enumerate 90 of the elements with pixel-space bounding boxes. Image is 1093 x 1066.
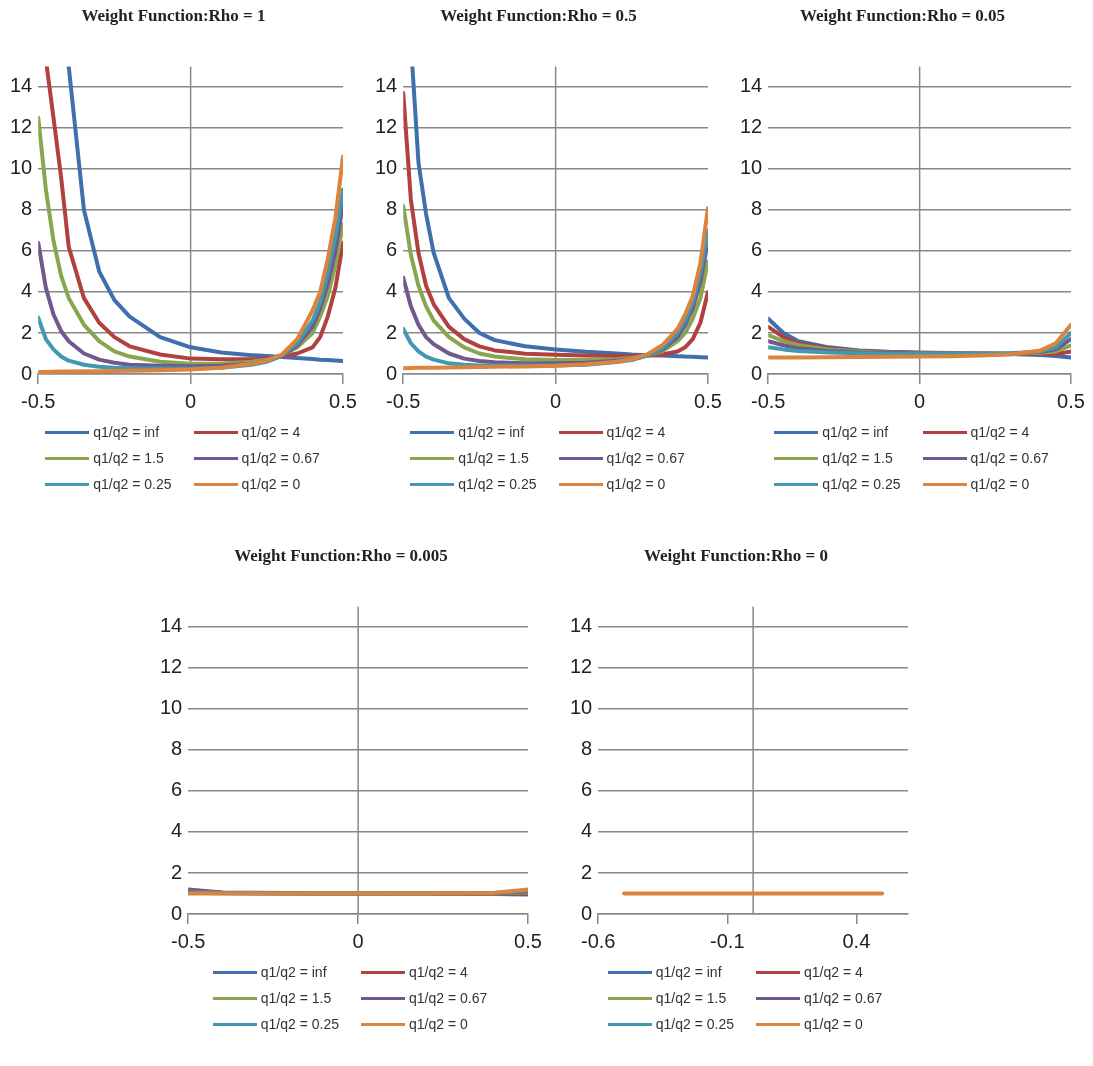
y-tick-label: 0 [581, 901, 593, 924]
y-tick-label: 2 [751, 320, 763, 343]
legend-label: q1/q2 = 0.67 [970, 450, 1049, 466]
y-tick-label: 0 [751, 361, 763, 384]
legend-label: q1/q2 = 0 [409, 1016, 468, 1032]
x-tick-label: 0 [352, 929, 364, 952]
chart-title: Weight Function:Rho = 1 [81, 5, 266, 25]
y-tick-label: 6 [751, 238, 763, 261]
legend-label: q1/q2 = 0 [606, 476, 666, 492]
y-tick-label: 2 [21, 320, 33, 343]
y-tick-label: 14 [570, 614, 593, 637]
y-tick-label: 8 [171, 737, 183, 760]
legend-label: q1/q2 = inf [822, 424, 889, 440]
chart-title: Weight Function:Rho = 0.05 [799, 5, 1006, 25]
legend-label: q1/q2 = 0.25 [260, 1016, 339, 1032]
y-tick-label: 4 [21, 279, 33, 302]
y-tick-label: 2 [581, 860, 593, 883]
x-tick-label: 0.4 [842, 929, 871, 952]
x-tick-label: -0.5 [386, 389, 421, 412]
x-tick-label: -0.5 [171, 929, 206, 952]
y-tick-label: 4 [171, 819, 183, 842]
y-tick-label: 2 [171, 860, 183, 883]
y-tick-label: 12 [10, 115, 33, 138]
y-tick-label: 4 [386, 279, 398, 302]
legend-label: q1/q2 = 0 [970, 476, 1030, 492]
legend-label: q1/q2 = 4 [804, 964, 863, 980]
y-tick-label: 14 [10, 74, 33, 97]
legend-label: q1/q2 = 0.25 [822, 476, 901, 492]
y-tick-label: 14 [740, 74, 763, 97]
y-tick-label: 6 [581, 778, 593, 801]
y-tick-label: 10 [160, 696, 183, 719]
y-tick-label: 10 [570, 696, 593, 719]
y-tick-label: 12 [375, 115, 398, 138]
chart-title: Weight Function:Rho = 0.005 [234, 545, 448, 565]
legend-label: q1/q2 = 1.5 [822, 450, 893, 466]
y-tick-label: 6 [386, 238, 398, 261]
legend-label: q1/q2 = inf [260, 964, 327, 980]
legend-label: q1/q2 = 0.25 [458, 476, 537, 492]
x-tick-label: -0.5 [751, 389, 786, 412]
y-tick-label: 4 [581, 819, 593, 842]
x-tick-label: 0 [550, 389, 562, 412]
x-tick-label: 0.5 [1057, 389, 1085, 412]
y-tick-label: 10 [375, 156, 398, 179]
legend-label: q1/q2 = 0.25 [655, 1016, 734, 1032]
y-tick-label: 8 [751, 197, 763, 220]
x-tick-label: 0.5 [514, 929, 542, 952]
legend-label: q1/q2 = 1.5 [93, 450, 164, 466]
y-tick-label: 12 [570, 655, 593, 678]
y-tick-label: 6 [21, 238, 33, 261]
legend-label: q1/q2 = 0.67 [241, 450, 320, 466]
legend-label: q1/q2 = 1.5 [458, 450, 529, 466]
y-tick-label: 0 [21, 361, 33, 384]
x-tick-label: -0.6 [581, 929, 616, 952]
y-tick-label: 12 [160, 655, 183, 678]
legend-label: q1/q2 = 4 [241, 424, 301, 440]
y-tick-label: 8 [21, 197, 33, 220]
legend-label: q1/q2 = 4 [409, 964, 468, 980]
legend-label: q1/q2 = 0 [241, 476, 301, 492]
x-tick-label: 0.5 [694, 389, 722, 412]
y-tick-label: 12 [740, 115, 763, 138]
x-tick-label: 0.5 [329, 389, 357, 412]
legend-label: q1/q2 = 4 [606, 424, 666, 440]
x-tick-label: -0.1 [710, 929, 745, 952]
legend-label: q1/q2 = 0.67 [606, 450, 685, 466]
y-tick-label: 4 [751, 279, 763, 302]
x-tick-label: 0 [914, 389, 926, 412]
y-tick-label: 10 [10, 156, 33, 179]
y-tick-label: 2 [386, 320, 398, 343]
chart-title: Weight Function:Rho = 0 [644, 545, 828, 565]
y-tick-label: 6 [171, 778, 183, 801]
legend-label: q1/q2 = inf [458, 424, 525, 440]
y-tick-label: 0 [386, 361, 398, 384]
legend-label: q1/q2 = 0.67 [804, 990, 883, 1006]
legend-label: q1/q2 = 1.5 [655, 990, 727, 1006]
y-tick-label: 10 [740, 156, 763, 179]
y-tick-label: 8 [581, 737, 593, 760]
legend-label: q1/q2 = 0.67 [409, 990, 488, 1006]
y-tick-label: 0 [171, 901, 183, 924]
legend-label: q1/q2 = 1.5 [260, 990, 332, 1006]
y-tick-label: 14 [160, 614, 183, 637]
legend-label: q1/q2 = inf [93, 424, 160, 440]
x-tick-label: -0.5 [21, 389, 56, 412]
legend-label: q1/q2 = 0 [804, 1016, 863, 1032]
y-tick-label: 14 [375, 74, 398, 97]
y-tick-label: 8 [386, 197, 398, 220]
legend-label: q1/q2 = inf [655, 964, 722, 980]
legend-label: q1/q2 = 4 [970, 424, 1030, 440]
chart-title: Weight Function:Rho = 0.5 [440, 5, 637, 25]
x-tick-label: 0 [185, 389, 197, 412]
legend-label: q1/q2 = 0.25 [93, 476, 172, 492]
